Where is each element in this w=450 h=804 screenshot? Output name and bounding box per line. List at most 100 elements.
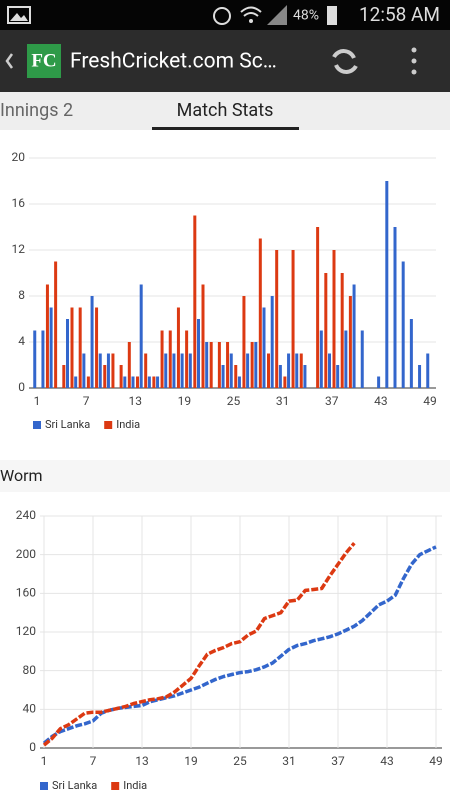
bar xyxy=(226,342,230,388)
legend-swatch xyxy=(40,782,48,790)
bar xyxy=(123,376,127,388)
back-icon[interactable] xyxy=(5,53,14,69)
y-tick-label: 240 xyxy=(16,508,36,522)
x-tick-label: 31 xyxy=(276,394,290,408)
bar xyxy=(54,261,58,388)
bar xyxy=(299,353,303,388)
legend-swatch xyxy=(33,421,41,429)
bar xyxy=(82,353,86,388)
legend-swatch xyxy=(111,782,120,790)
bar xyxy=(237,376,241,388)
bar xyxy=(258,238,262,388)
y-tick-label: 0 xyxy=(18,380,25,394)
alarm-icon xyxy=(213,7,231,25)
bar xyxy=(95,307,99,388)
bar xyxy=(66,319,69,388)
bar xyxy=(168,330,172,388)
x-tick-label: 49 xyxy=(423,394,437,408)
x-tick-label: 25 xyxy=(227,394,241,408)
bar xyxy=(291,250,295,388)
signal-icon xyxy=(267,5,287,25)
menu-dot[interactable] xyxy=(411,58,417,64)
bar xyxy=(340,273,344,388)
bar xyxy=(409,319,413,388)
menu-dot[interactable] xyxy=(411,47,417,53)
bar xyxy=(62,365,66,388)
tab-active[interactable]: Match Stats xyxy=(177,100,274,121)
bar xyxy=(127,342,131,388)
bar xyxy=(111,353,115,388)
x-tick-label: 19 xyxy=(184,754,198,768)
bar xyxy=(41,330,45,388)
line xyxy=(42,541,356,747)
x-tick-label: 7 xyxy=(83,394,90,408)
bar xyxy=(270,296,274,388)
refresh-icon[interactable] xyxy=(332,49,358,74)
x-tick-label: 1 xyxy=(34,394,41,408)
tab[interactable]: Innings 2 xyxy=(0,100,73,121)
bar xyxy=(172,353,176,388)
bar xyxy=(205,342,209,388)
bar xyxy=(295,353,299,388)
status-bar xyxy=(0,0,450,30)
bar xyxy=(278,365,282,388)
bar xyxy=(324,273,328,388)
legend-label: Sri Lanka xyxy=(52,779,97,792)
gallery-icon-shape xyxy=(10,13,28,21)
battery-text: 48% xyxy=(293,8,319,24)
bar xyxy=(131,376,135,388)
bar xyxy=(250,342,254,388)
bar xyxy=(164,353,168,388)
legend-label: India xyxy=(123,779,147,792)
x-tick-label: 37 xyxy=(325,394,339,408)
gallery-icon xyxy=(7,6,31,24)
x-tick-label: 7 xyxy=(90,754,97,768)
bar xyxy=(393,227,397,388)
x-tick-label: 25 xyxy=(233,754,247,768)
x-tick-label: 43 xyxy=(380,754,394,768)
bar xyxy=(74,376,78,388)
bar xyxy=(344,330,348,388)
bar xyxy=(197,319,200,388)
y-tick-label: 4 xyxy=(18,334,25,348)
tab-indicator xyxy=(152,127,299,130)
app-logo xyxy=(27,44,61,78)
bar xyxy=(360,330,364,388)
y-tick-label: 120 xyxy=(16,624,36,638)
bar xyxy=(377,376,381,388)
y-tick-label: 20 xyxy=(12,150,26,164)
clock: 12:58 AM xyxy=(359,3,440,26)
y-tick-label: 12 xyxy=(12,242,26,256)
chart-panel xyxy=(0,492,450,800)
wifi-icon xyxy=(240,6,262,17)
bar xyxy=(156,376,160,388)
x-tick-label: 37 xyxy=(331,754,345,768)
bar xyxy=(180,353,184,388)
bar xyxy=(254,342,258,388)
app-title: FreshCricket.com Sc… xyxy=(70,50,277,74)
tab-bar xyxy=(0,92,450,130)
bar xyxy=(160,330,164,388)
bar xyxy=(147,376,151,388)
x-tick-label: 19 xyxy=(178,394,192,408)
bar xyxy=(70,307,74,388)
bar xyxy=(418,365,422,388)
bar xyxy=(98,353,102,388)
bar xyxy=(139,284,143,388)
bar xyxy=(316,227,320,388)
bar xyxy=(319,330,323,388)
menu-dot[interactable] xyxy=(411,69,417,75)
bar xyxy=(185,330,189,388)
x-tick-label: 49 xyxy=(429,754,443,768)
bar xyxy=(242,296,246,388)
battery-icon xyxy=(327,6,337,25)
x-tick-label: 13 xyxy=(129,394,143,408)
chart-title: Worm xyxy=(0,466,43,485)
bar xyxy=(348,296,352,388)
bar xyxy=(136,376,139,388)
bar xyxy=(106,353,110,388)
wifi-dot xyxy=(249,19,253,23)
y-tick-label: 80 xyxy=(23,663,37,677)
chart-panel xyxy=(0,130,450,460)
bar xyxy=(193,215,197,388)
